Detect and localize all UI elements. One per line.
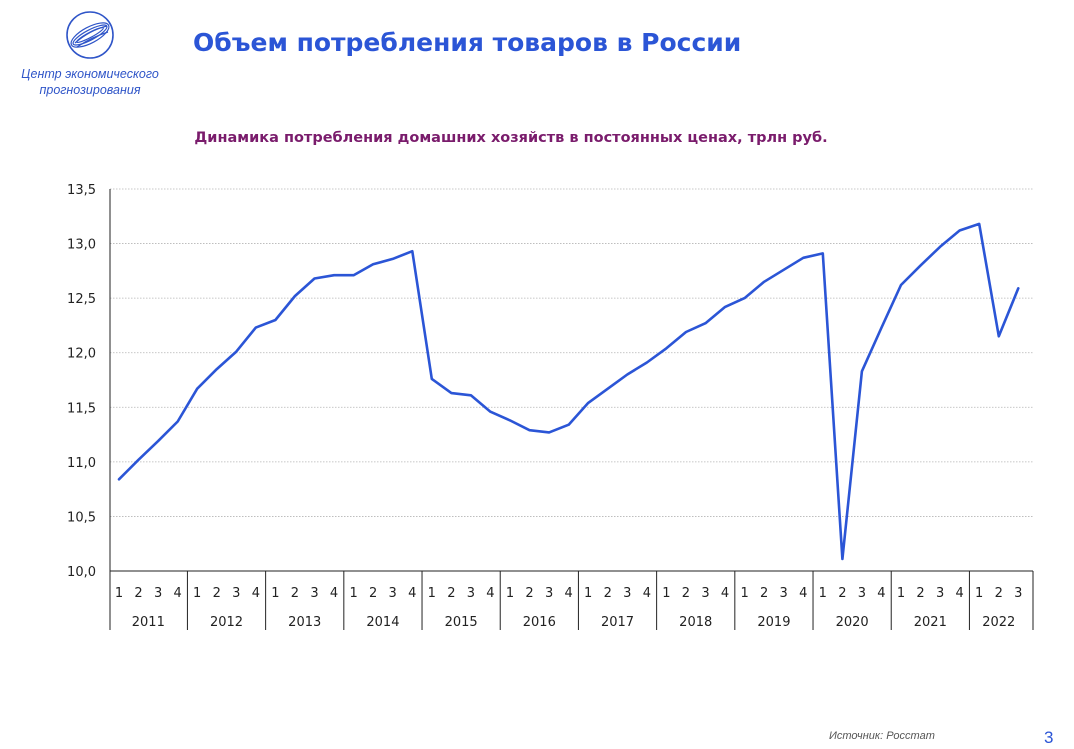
- x-tick-label: 2: [916, 586, 924, 601]
- globe-logo-icon: [66, 11, 114, 59]
- y-tick-label: 10,0: [67, 565, 96, 580]
- logo-line-2: прогнозирования: [39, 83, 141, 97]
- x-tick-label: 1: [662, 586, 670, 601]
- y-tick-label: 11,5: [67, 401, 96, 416]
- x-year-label: 2016: [523, 615, 556, 630]
- x-tick-label: 1: [584, 586, 592, 601]
- x-year-label: 2011: [132, 615, 165, 630]
- x-tick-label: 4: [956, 586, 964, 601]
- x-year-label: 2015: [445, 615, 478, 630]
- x-tick-label: 3: [232, 586, 240, 601]
- x-tick-label: 2: [838, 586, 846, 601]
- logo-text: Центр экономического прогнозирования: [0, 66, 180, 98]
- x-tick-label: 2: [213, 586, 221, 601]
- x-tick-label: 3: [780, 586, 788, 601]
- x-tick-label: 3: [310, 586, 318, 601]
- x-tick-label: 2: [291, 586, 299, 601]
- y-tick-label: 13,5: [67, 183, 96, 198]
- x-year-label: 2022: [982, 615, 1015, 630]
- x-tick-label: 4: [330, 586, 338, 601]
- x-tick-label: 4: [877, 586, 885, 601]
- x-tick-label: 4: [721, 586, 729, 601]
- x-tick-label: 3: [858, 586, 866, 601]
- page-number: 3: [1044, 728, 1054, 747]
- x-tick-label: 1: [975, 586, 983, 601]
- x-year-label: 2020: [836, 615, 869, 630]
- y-tick-label: 10,5: [67, 510, 96, 525]
- x-tick-label: 2: [760, 586, 768, 601]
- x-tick-label: 2: [369, 586, 377, 601]
- y-tick-label: 11,0: [67, 456, 96, 471]
- x-year-label: 2013: [288, 615, 321, 630]
- x-tick-label: 3: [467, 586, 475, 601]
- x-tick-label: 4: [486, 586, 494, 601]
- x-tick-label: 3: [389, 586, 397, 601]
- y-tick-label: 13,0: [67, 238, 96, 253]
- series-line: [117, 222, 1020, 561]
- x-tick-label: 4: [799, 586, 807, 601]
- x-tick-label: 2: [134, 586, 142, 601]
- x-tick-label: 3: [154, 586, 162, 601]
- x-tick-label: 1: [349, 586, 357, 601]
- x-tick-label: 2: [682, 586, 690, 601]
- page-title: Объем потребления товаров в России: [193, 28, 742, 57]
- x-tick-label: 1: [506, 586, 514, 601]
- x-tick-label: 2: [447, 586, 455, 601]
- x-tick-label: 3: [936, 586, 944, 601]
- x-tick-label: 3: [623, 586, 631, 601]
- x-tick-label: 2: [995, 586, 1003, 601]
- x-tick-label: 3: [701, 586, 709, 601]
- x-tick-label: 2: [604, 586, 612, 601]
- x-tick-label: 3: [1014, 586, 1022, 601]
- x-year-label: 2018: [679, 615, 712, 630]
- x-tick-label: 4: [643, 586, 651, 601]
- x-tick-label: 4: [174, 586, 182, 601]
- y-tick-label: 12,5: [67, 292, 96, 307]
- x-tick-label: 4: [565, 586, 573, 601]
- x-tick-label: 2: [525, 586, 533, 601]
- source-note: Источник: Росстат: [829, 730, 935, 742]
- x-tick-label: 1: [428, 586, 436, 601]
- x-tick-label: 1: [819, 586, 827, 601]
- logo-line-1: Центр экономического: [21, 67, 159, 81]
- x-tick-label: 1: [193, 586, 201, 601]
- x-tick-label: 1: [740, 586, 748, 601]
- x-tick-label: 1: [897, 586, 905, 601]
- x-tick-label: 4: [252, 586, 260, 601]
- x-year-label: 2021: [914, 615, 947, 630]
- x-tick-label: 4: [408, 586, 416, 601]
- x-tick-label: 1: [271, 586, 279, 601]
- y-tick-label: 12,0: [67, 347, 96, 362]
- x-year-label: 2012: [210, 615, 243, 630]
- logo: Центр экономического прогнозирования: [0, 10, 180, 98]
- x-year-label: 2017: [601, 615, 634, 630]
- x-year-label: 2014: [366, 615, 399, 630]
- x-tick-label: 3: [545, 586, 553, 601]
- x-tick-label: 1: [115, 586, 123, 601]
- chart-title: Динамика потребления домашних хозяйств в…: [194, 130, 828, 146]
- x-year-label: 2019: [757, 615, 790, 630]
